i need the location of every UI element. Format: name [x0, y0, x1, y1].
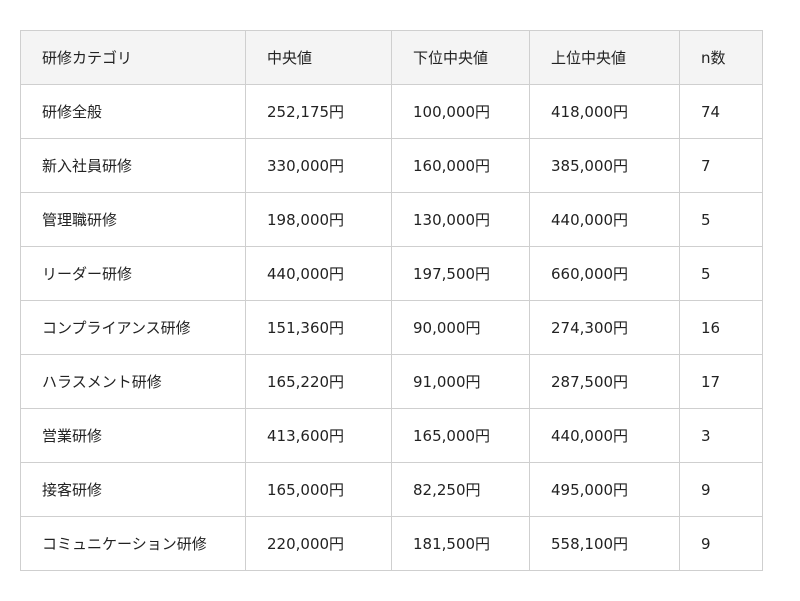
header-category: 研修カテゴリ	[20, 30, 246, 85]
cell-upper-median: 440,000円	[529, 408, 680, 463]
cell-lower-median: 165,000円	[391, 408, 530, 463]
cell-upper-median: 558,100円	[529, 516, 680, 571]
table-row: コミュニケーション研修 220,000円 181,500円 558,100円 9	[20, 516, 763, 571]
header-sample-count: n数	[679, 30, 763, 85]
cell-category: リーダー研修	[20, 246, 246, 301]
cell-sample-count: 9	[679, 516, 763, 571]
cell-category: コンプライアンス研修	[20, 300, 246, 355]
training-cost-table: 研修カテゴリ 中央値 下位中央値 上位中央値 n数 研修全般 252,175円 10…	[20, 30, 763, 571]
cell-category: 管理職研修	[20, 192, 246, 247]
cell-category: ハラスメント研修	[20, 354, 246, 409]
table-row: ハラスメント研修 165,220円 91,000円 287,500円 17	[20, 354, 763, 409]
cell-lower-median: 181,500円	[391, 516, 530, 571]
cell-category: コミュニケーション研修	[20, 516, 246, 571]
cell-sample-count: 7	[679, 138, 763, 193]
header-upper-median: 上位中央値	[529, 30, 680, 85]
cell-median: 413,600円	[245, 408, 392, 463]
cell-upper-median: 385,000円	[529, 138, 680, 193]
cell-sample-count: 9	[679, 462, 763, 517]
table-row: リーダー研修 440,000円 197,500円 660,000円 5	[20, 246, 763, 301]
cell-median: 220,000円	[245, 516, 392, 571]
cell-lower-median: 160,000円	[391, 138, 530, 193]
cell-median: 440,000円	[245, 246, 392, 301]
cell-upper-median: 440,000円	[529, 192, 680, 247]
cell-category: 研修全般	[20, 84, 246, 139]
cell-upper-median: 660,000円	[529, 246, 680, 301]
cell-median: 330,000円	[245, 138, 392, 193]
cell-sample-count: 3	[679, 408, 763, 463]
cell-sample-count: 74	[679, 84, 763, 139]
table-row: 接客研修 165,000円 82,250円 495,000円 9	[20, 462, 763, 517]
cell-sample-count: 5	[679, 192, 763, 247]
table-row: 新入社員研修 330,000円 160,000円 385,000円 7	[20, 138, 763, 193]
table-header: 研修カテゴリ 中央値 下位中央値 上位中央値 n数	[20, 30, 763, 85]
cell-upper-median: 495,000円	[529, 462, 680, 517]
cell-upper-median: 274,300円	[529, 300, 680, 355]
table-row: 研修全般 252,175円 100,000円 418,000円 74	[20, 84, 763, 139]
cell-category: 営業研修	[20, 408, 246, 463]
header-row: 研修カテゴリ 中央値 下位中央値 上位中央値 n数	[20, 30, 763, 85]
cell-lower-median: 100,000円	[391, 84, 530, 139]
cell-category: 接客研修	[20, 462, 246, 517]
cell-median: 165,000円	[245, 462, 392, 517]
table-row: 営業研修 413,600円 165,000円 440,000円 3	[20, 408, 763, 463]
cell-category: 新入社員研修	[20, 138, 246, 193]
cell-median: 252,175円	[245, 84, 392, 139]
cell-median: 198,000円	[245, 192, 392, 247]
table-body: 研修全般 252,175円 100,000円 418,000円 74 新入社員研修 330,…	[20, 84, 763, 571]
cell-lower-median: 82,250円	[391, 462, 530, 517]
header-median: 中央値	[245, 30, 392, 85]
cell-sample-count: 16	[679, 300, 763, 355]
cell-lower-median: 130,000円	[391, 192, 530, 247]
header-lower-median: 下位中央値	[391, 30, 530, 85]
cell-sample-count: 17	[679, 354, 763, 409]
cell-median: 165,220円	[245, 354, 392, 409]
cell-sample-count: 5	[679, 246, 763, 301]
cell-upper-median: 287,500円	[529, 354, 680, 409]
cell-lower-median: 91,000円	[391, 354, 530, 409]
cell-upper-median: 418,000円	[529, 84, 680, 139]
cell-lower-median: 197,500円	[391, 246, 530, 301]
table-row: コンプライアンス研修 151,360円 90,000円 274,300円 16	[20, 300, 763, 355]
cell-lower-median: 90,000円	[391, 300, 530, 355]
table-row: 管理職研修 198,000円 130,000円 440,000円 5	[20, 192, 763, 247]
cell-median: 151,360円	[245, 300, 392, 355]
